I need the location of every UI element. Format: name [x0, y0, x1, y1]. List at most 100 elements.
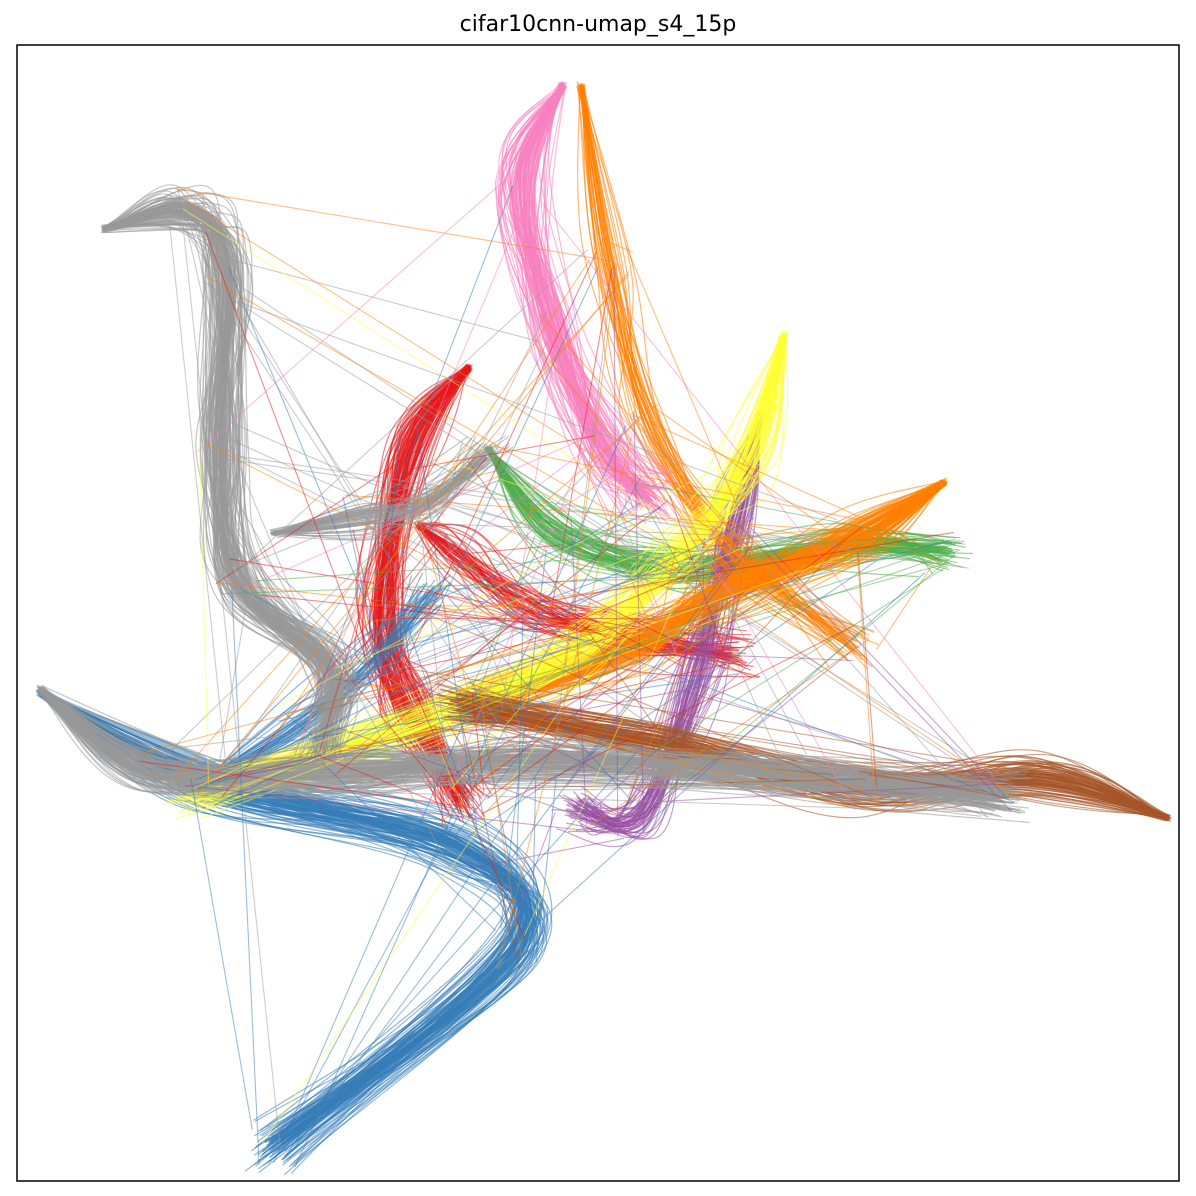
connector-line — [362, 549, 961, 760]
connector-line — [856, 555, 876, 806]
connector-line — [454, 570, 706, 590]
connector-line — [178, 219, 362, 503]
connector-line — [683, 690, 1027, 789]
connector-line — [184, 784, 617, 835]
connector-line — [239, 587, 375, 661]
connector-line — [536, 307, 682, 667]
connector-line — [185, 200, 733, 544]
connector-line — [631, 479, 683, 571]
trajectory-line — [273, 444, 493, 535]
connector-line — [360, 560, 837, 624]
connector-line — [161, 442, 487, 760]
connector-line — [493, 445, 863, 521]
connector-line — [428, 495, 534, 759]
connector-line — [622, 806, 661, 810]
connector-line — [229, 421, 446, 516]
trajectory-line — [103, 206, 324, 757]
connector-line — [417, 512, 472, 702]
connector-line — [212, 254, 540, 343]
trajectory-line — [41, 693, 524, 1131]
connector-line — [478, 686, 523, 961]
connector-line — [656, 783, 995, 803]
connector-line — [412, 686, 526, 939]
connector-line — [202, 280, 995, 775]
connector-line — [471, 693, 485, 793]
connector-line — [215, 445, 424, 585]
connector-line — [380, 424, 402, 639]
connector-line — [501, 330, 558, 708]
connector-line — [437, 267, 599, 612]
connector-line — [149, 727, 337, 752]
connector-line — [437, 500, 563, 554]
trajectory-line — [520, 85, 643, 501]
trajectory-line — [512, 83, 644, 497]
connector-line — [750, 533, 858, 648]
trajectory-line — [500, 85, 664, 476]
connector-line — [209, 552, 851, 782]
trajectory-line — [514, 87, 657, 485]
connector-line — [213, 575, 252, 793]
connector-line — [512, 812, 556, 927]
connector-line — [370, 599, 611, 636]
trajectory-line — [271, 445, 489, 533]
connector-line — [182, 208, 686, 532]
connector-line — [231, 587, 260, 1165]
connector-line — [565, 262, 618, 666]
trajectory-line — [577, 85, 864, 661]
connector-line — [348, 555, 854, 761]
connector-line — [201, 425, 719, 663]
trajectory-line — [519, 84, 651, 502]
connector-line — [482, 311, 548, 444]
connector-line — [656, 556, 709, 587]
connector-line — [642, 567, 945, 759]
connector-line — [204, 262, 1010, 797]
connector-line — [179, 198, 281, 1148]
connector-line — [375, 617, 639, 620]
connector-line — [428, 498, 686, 566]
trajectory-line — [108, 202, 348, 752]
trajectory-line — [533, 82, 642, 500]
series-layer — [35, 81, 1172, 1176]
connector-line — [388, 597, 874, 799]
connector-line — [174, 274, 630, 781]
connector-line — [260, 594, 600, 632]
connector-line — [222, 492, 415, 774]
connector-line — [497, 436, 632, 969]
connector-line — [338, 476, 674, 750]
connector-line — [721, 583, 832, 642]
trajectory-line — [581, 85, 848, 640]
connector-line — [669, 562, 750, 572]
connector-line — [685, 551, 790, 777]
connector-line — [470, 837, 625, 869]
connector-line — [417, 507, 661, 608]
connector-line — [535, 778, 557, 963]
trajectory-line — [102, 186, 347, 759]
connector-line — [481, 624, 855, 815]
connector-line — [344, 494, 860, 533]
trajectory-line — [36, 692, 553, 1151]
connector-line — [220, 723, 495, 768]
connector-line — [222, 576, 703, 595]
connector-line — [491, 342, 548, 458]
connector-line — [500, 549, 547, 929]
connector-line — [486, 526, 863, 800]
chart-title: cifar10cnn-umap_s4_15p — [459, 12, 737, 37]
connector-line — [334, 678, 480, 702]
connector-line — [309, 581, 738, 715]
connector-line — [416, 522, 841, 541]
connector-line — [410, 435, 595, 470]
connector-line — [506, 178, 545, 335]
connector-line — [682, 684, 686, 689]
connector-line — [640, 640, 708, 677]
connector-line — [857, 551, 878, 788]
connector-line — [632, 428, 807, 755]
connector-line — [732, 518, 1012, 811]
trajectory-line — [524, 82, 671, 518]
connector-line — [396, 551, 677, 655]
connector-line — [630, 413, 926, 547]
connector-line — [295, 193, 531, 750]
connector-line — [310, 548, 733, 692]
connector-line — [523, 558, 696, 937]
connector-line — [481, 694, 1021, 786]
